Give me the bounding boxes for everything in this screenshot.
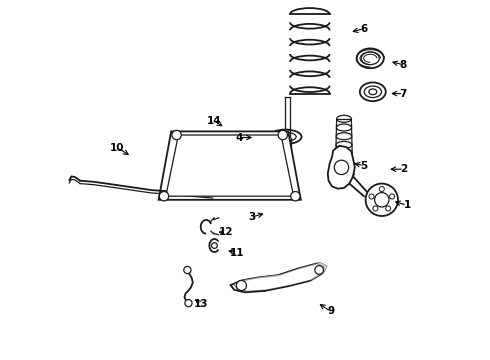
Polygon shape (159, 131, 301, 200)
Text: 2: 2 (400, 164, 408, 174)
Circle shape (185, 300, 192, 307)
Text: 6: 6 (360, 24, 368, 34)
Text: 11: 11 (230, 248, 245, 258)
Circle shape (315, 266, 323, 274)
Circle shape (212, 243, 217, 248)
Polygon shape (166, 135, 294, 196)
Circle shape (291, 192, 300, 201)
Text: 12: 12 (219, 227, 234, 237)
Polygon shape (328, 146, 355, 189)
Circle shape (374, 193, 389, 207)
Circle shape (379, 186, 384, 192)
Circle shape (278, 130, 288, 140)
Text: 1: 1 (403, 200, 411, 210)
Circle shape (184, 266, 191, 274)
Text: 14: 14 (206, 116, 221, 126)
Circle shape (386, 206, 391, 211)
Circle shape (369, 194, 374, 199)
Text: 7: 7 (400, 89, 407, 99)
Polygon shape (231, 264, 324, 292)
Text: 3: 3 (248, 212, 256, 222)
Text: 10: 10 (110, 143, 124, 153)
Text: 8: 8 (400, 60, 407, 70)
Circle shape (159, 192, 169, 201)
Circle shape (373, 206, 378, 211)
Circle shape (236, 280, 246, 291)
Text: 13: 13 (194, 299, 208, 309)
Circle shape (172, 130, 181, 140)
Text: 5: 5 (360, 161, 368, 171)
Text: 4: 4 (236, 132, 243, 143)
Polygon shape (233, 262, 327, 291)
Circle shape (334, 160, 349, 175)
Circle shape (390, 194, 394, 199)
Text: 9: 9 (327, 306, 334, 316)
Circle shape (366, 184, 398, 216)
